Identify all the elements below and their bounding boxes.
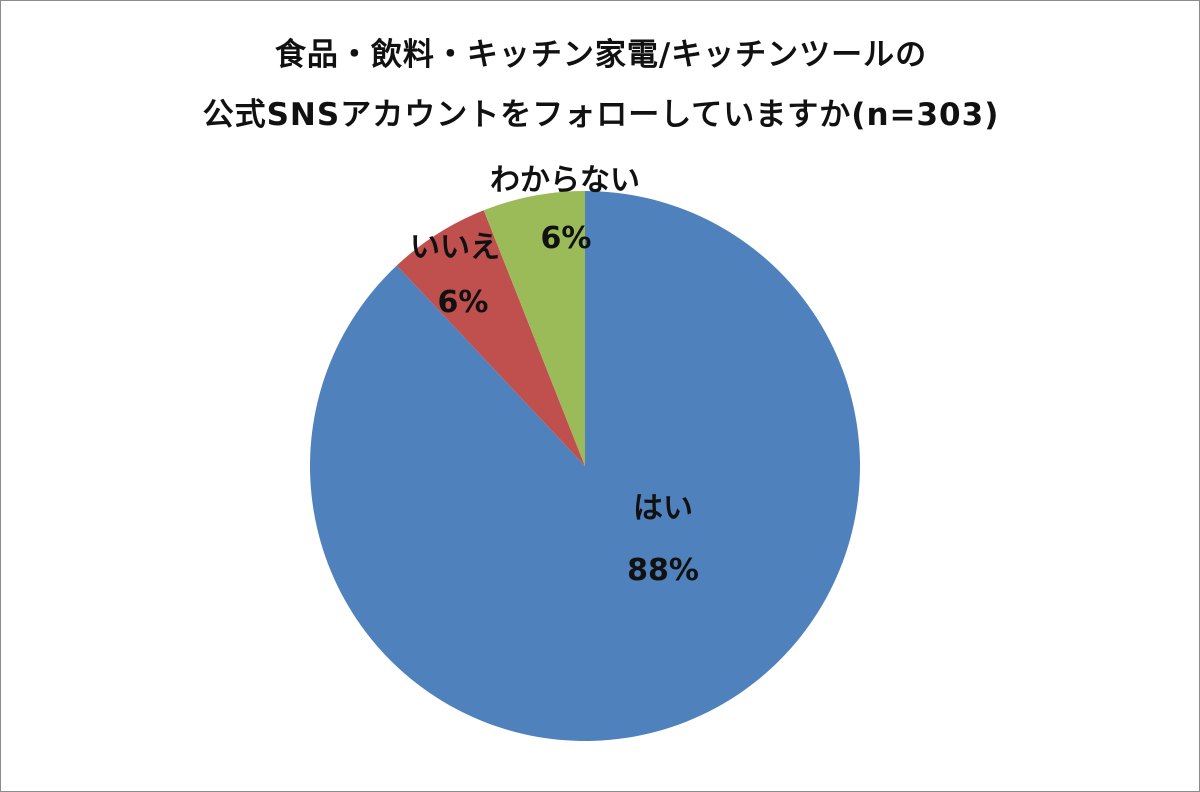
pie-slice-3 (483, 191, 585, 466)
slice-value-label-3: 6% (541, 221, 592, 256)
slice-label-3: わからない (490, 163, 640, 198)
slice-value-label-1: 88% (627, 553, 699, 588)
slice-value-label-2: 6% (438, 285, 489, 320)
slice-label-2: いいえ (410, 230, 500, 265)
slice-label-1: はい (633, 491, 693, 526)
chart-title-line1: 食品・飲料・キッチン家電/キッチンツールの (274, 37, 928, 73)
chart-title-line2: 公式SNSアカウントをフォローしていますか(n=303) (202, 97, 1000, 133)
pie-slice-2 (396, 210, 585, 466)
pie-slice-1 (310, 191, 861, 741)
